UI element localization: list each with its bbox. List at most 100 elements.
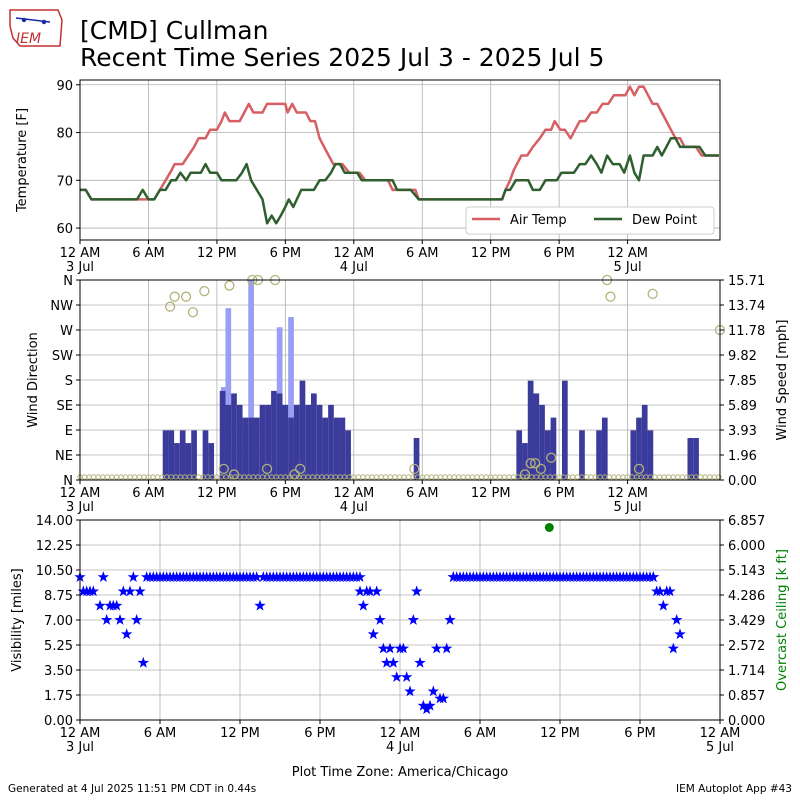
legend-label: Dew Point bbox=[632, 213, 697, 228]
x-tick-label: 6 AM bbox=[406, 246, 439, 261]
calm-direction-marker bbox=[474, 474, 480, 480]
wind-direction-point bbox=[180, 291, 192, 302]
calm-direction-marker bbox=[446, 474, 453, 480]
wind-speed-bar bbox=[345, 430, 351, 480]
visibility-star bbox=[420, 703, 433, 715]
wind-speed-bar bbox=[174, 443, 180, 480]
wind-speed-bar bbox=[202, 430, 209, 480]
x-tick-date: 5 Jul bbox=[614, 260, 642, 275]
y-tick-label: 10.50 bbox=[36, 564, 73, 579]
calm-direction-marker bbox=[510, 474, 517, 480]
calm-direction-marker bbox=[433, 474, 439, 480]
wind-direction-point bbox=[633, 463, 645, 475]
wind-speed-bar bbox=[305, 404, 312, 480]
calm-direction-marker bbox=[424, 474, 430, 480]
calm-direction-marker bbox=[355, 474, 362, 480]
chart-title: [CMD] Cullman bbox=[80, 16, 269, 45]
wind-speed-bar bbox=[533, 393, 540, 480]
wind-direction-point bbox=[525, 458, 536, 469]
calm-direction-marker bbox=[665, 474, 672, 480]
calm-direction-marker bbox=[122, 474, 129, 480]
wind-direction-point bbox=[409, 463, 420, 475]
calm-direction-marker bbox=[679, 474, 686, 480]
wind-speed-bar bbox=[647, 430, 654, 480]
wind-speed-bar bbox=[276, 393, 283, 480]
calm-direction-marker bbox=[364, 474, 371, 480]
x-tick-label: 6 PM bbox=[624, 726, 655, 741]
calm-direction-marker bbox=[383, 474, 389, 480]
wind-speed-bar bbox=[516, 430, 523, 480]
wind-direction-point bbox=[164, 301, 176, 312]
y-tick-label: SW bbox=[52, 349, 73, 364]
y-right-tick-label: 3.93 bbox=[728, 424, 757, 439]
y-right-axis-label: Wind Speed [mph] bbox=[775, 320, 790, 441]
y-tick-label: 3.50 bbox=[44, 664, 73, 679]
calm-direction-marker bbox=[86, 474, 92, 480]
visibility-star bbox=[87, 585, 100, 597]
wind-speed-bar bbox=[288, 417, 294, 480]
wind-direction-point bbox=[187, 307, 199, 318]
visibility-star bbox=[120, 628, 133, 640]
visibility-star bbox=[410, 585, 423, 597]
calm-direction-marker bbox=[670, 474, 676, 480]
calm-direction-marker bbox=[497, 474, 503, 480]
wind-speed-bar bbox=[522, 443, 528, 480]
visibility-star bbox=[670, 614, 683, 625]
x-tick-label: 6 AM bbox=[132, 486, 165, 501]
wind-speed-bar bbox=[527, 380, 534, 480]
calm-direction-marker bbox=[460, 474, 467, 480]
x-tick-date: 3 Jul bbox=[66, 740, 94, 755]
iem-logo-icon: IEM bbox=[9, 9, 63, 47]
y-tick-label: N bbox=[63, 274, 73, 289]
wind-speed-bar bbox=[225, 404, 232, 480]
visibility-star bbox=[387, 656, 400, 668]
visibility-star bbox=[130, 614, 143, 625]
calm-direction-marker bbox=[492, 474, 498, 480]
wind-direction-point bbox=[289, 469, 300, 480]
y-right-tick-label: 9.82 bbox=[728, 349, 757, 364]
visibility-star bbox=[250, 571, 263, 582]
y-right-tick-label: 15.71 bbox=[728, 274, 765, 289]
calm-direction-marker bbox=[95, 474, 101, 480]
x-tick-label: 12 PM bbox=[197, 486, 237, 501]
y-right-tick-label: 4.286 bbox=[728, 589, 765, 604]
x-tick-date: 3 Jul bbox=[66, 500, 94, 515]
wind-speed-bar bbox=[208, 443, 215, 480]
visibility-star bbox=[417, 699, 430, 711]
legend-label: Air Temp bbox=[510, 213, 567, 228]
chart-subtitle: Recent Time Series 2025 Jul 3 - 2025 Jul… bbox=[80, 43, 605, 72]
calm-direction-marker bbox=[456, 474, 462, 480]
wind-speed-bar bbox=[322, 417, 329, 480]
calm-direction-marker bbox=[702, 474, 708, 480]
wind-speed-bar bbox=[561, 380, 568, 480]
wind-speed-bar bbox=[248, 417, 254, 480]
calm-direction-marker bbox=[437, 474, 444, 480]
generated-note: Generated at 4 Jul 2025 11:51 PM CDT in … bbox=[8, 783, 257, 795]
wind-speed-bar bbox=[596, 430, 602, 480]
calm-direction-marker bbox=[104, 474, 111, 480]
x-tick-date: 4 Jul bbox=[386, 740, 414, 755]
calm-direction-marker bbox=[506, 474, 512, 480]
x-axis-label: Plot Time Zone: America/Chicago bbox=[292, 765, 508, 780]
calm-direction-marker bbox=[81, 474, 88, 480]
y-tick-label: SE bbox=[57, 399, 73, 414]
calm-direction-marker bbox=[615, 474, 622, 480]
calm-direction-marker bbox=[465, 474, 471, 480]
plot-frame bbox=[79, 79, 721, 241]
wind-speed-bar bbox=[265, 404, 272, 480]
app-note: IEM Autoplot App #43 bbox=[676, 783, 792, 795]
wind-direction-point bbox=[261, 463, 273, 475]
wind-panel: N NE E SE S SW W NW N 0.00 1.96 3.93 5.89 7.85 9.82 11.… bbox=[26, 274, 790, 515]
visibility-star bbox=[654, 585, 666, 597]
y-right-axis-label: Overcast Ceiling [k ft] bbox=[775, 549, 790, 691]
wind-direction-point bbox=[218, 463, 229, 475]
x-tick-label: 6 PM bbox=[543, 486, 574, 501]
x-tick-label: 12 PM bbox=[471, 246, 511, 261]
calm-direction-marker bbox=[369, 474, 375, 480]
visibility-star bbox=[94, 599, 106, 611]
wind-speed-bar bbox=[231, 393, 237, 480]
wind-gust-bar bbox=[225, 308, 232, 480]
y-right-tick-label: 13.74 bbox=[728, 299, 765, 314]
y-right-tick-label: 6.857 bbox=[728, 514, 765, 529]
wind-direction-point bbox=[169, 291, 180, 302]
